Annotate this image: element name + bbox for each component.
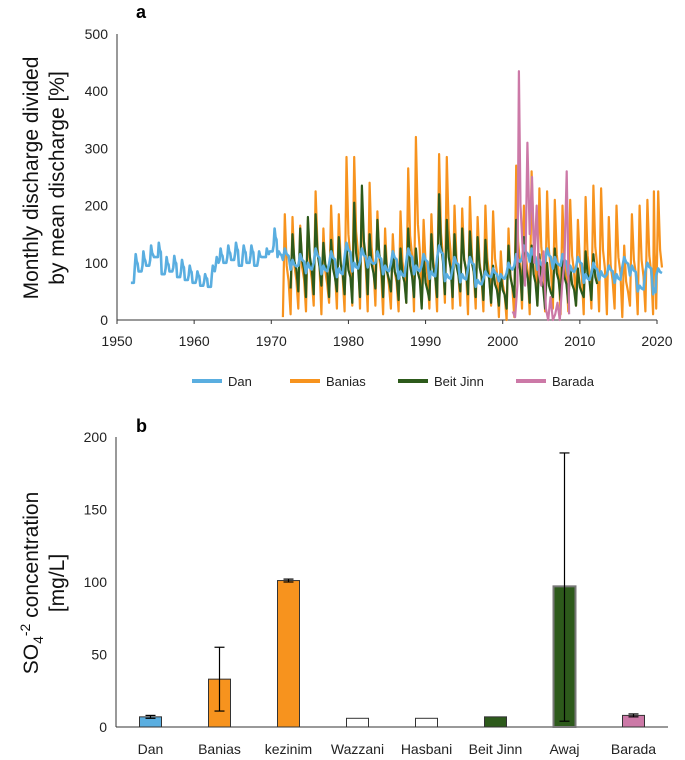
bar-hasbani	[415, 717, 438, 728]
panel-b-ytick-label: 50	[91, 647, 107, 663]
panel-b-category-label: kezinim	[265, 741, 312, 757]
panel-b-label: b	[136, 416, 147, 436]
bar-wazzani	[346, 717, 369, 728]
panel-a-xtick-label: 1980	[333, 333, 364, 349]
panel-b-category-label: Beit Jinn	[469, 741, 523, 757]
panel-a-xtick-label: 2010	[564, 333, 595, 349]
panel-b-ytick-label: 150	[84, 502, 108, 518]
panel-b-category-label: Barada	[611, 741, 656, 757]
panel-a-legend: Dan Banias Beit Jinn Barada	[192, 374, 595, 389]
legend-label-barada: Barada	[552, 374, 595, 389]
panel-b-ylabel-line-2: [mg/L]	[46, 554, 69, 612]
panel-a-xtick-label: 2020	[641, 333, 672, 349]
panel-a-ytick-label: 300	[85, 140, 109, 156]
panel-a-xtick-label: 2000	[487, 333, 518, 349]
series-line-dan	[130, 227, 663, 296]
bar-kezinim	[277, 580, 300, 728]
panel-a-ytick-label: 400	[85, 83, 109, 99]
panel-b-category-label: Banias	[198, 741, 241, 757]
panel-b-ytick-label: 200	[84, 429, 108, 445]
legend-label-beit-jinn: Beit Jinn	[434, 374, 484, 389]
panel-a-ylabel-line-2: by mean discharge [%]	[46, 71, 69, 285]
panel-b-category-label: Wazzani	[331, 741, 384, 757]
panel-b-ylabel-line-1: SO4-2 concentration	[17, 492, 46, 675]
panel-a-xtick-label: 1960	[179, 333, 210, 349]
panel-a-ytick-label: 100	[85, 255, 109, 271]
series-line-banias	[281, 135, 664, 322]
panel-a-ylabel-line-1: Monthly discharge divided	[20, 57, 43, 300]
panel-b-ytick-label: 100	[84, 574, 108, 590]
panel-b-ytick-label: 0	[99, 719, 107, 735]
panel-a-label: a	[136, 2, 147, 22]
series-line-barada	[511, 70, 571, 322]
panel-a-ytick-label: 0	[100, 312, 108, 328]
panel-b-category-label: Dan	[138, 741, 164, 757]
panel-a-y-axis-label: Monthly discharge divided by mean discha…	[20, 57, 69, 300]
panel-a-xtick-label: 1950	[101, 333, 132, 349]
panel-a-plot: 0 100 200 300 400 500 1950 1960 1970 1980 1990 2000…	[85, 26, 673, 349]
panel-b-plot: 0 50 100 150 200 Dan Banias kezinim Wazzani Hasba…	[84, 429, 668, 757]
panel-b-category-label: Hasbani	[401, 741, 452, 757]
bar-beit-jinn	[484, 716, 507, 728]
legend-label-banias: Banias	[326, 374, 366, 389]
panel-a-xtick-label: 1990	[410, 333, 441, 349]
legend-label-dan: Dan	[228, 374, 252, 389]
series-line-beit-jinn	[289, 184, 599, 310]
panel-b-category-label: Awaj	[549, 741, 579, 757]
panel-a-xtick-label: 1970	[256, 333, 287, 349]
panel-a-ytick-label: 200	[85, 198, 109, 214]
panel-b-y-axis-label: SO4-2 concentration [mg/L]	[17, 492, 69, 675]
panel-a-ytick-label: 500	[85, 26, 109, 42]
